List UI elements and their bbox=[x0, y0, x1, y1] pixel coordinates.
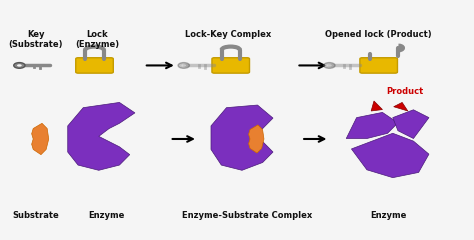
Text: Substrate: Substrate bbox=[12, 211, 59, 220]
Polygon shape bbox=[346, 112, 398, 138]
Text: Enzyme: Enzyme bbox=[370, 211, 406, 220]
Text: Enzyme: Enzyme bbox=[88, 211, 125, 220]
Circle shape bbox=[178, 63, 190, 68]
Polygon shape bbox=[371, 101, 383, 111]
FancyBboxPatch shape bbox=[360, 58, 398, 73]
Circle shape bbox=[324, 63, 335, 68]
Polygon shape bbox=[68, 102, 135, 170]
Text: Key
(Substrate): Key (Substrate) bbox=[9, 30, 63, 49]
Polygon shape bbox=[248, 125, 264, 153]
Polygon shape bbox=[393, 110, 429, 138]
Polygon shape bbox=[351, 133, 429, 178]
Text: Product: Product bbox=[386, 87, 423, 96]
FancyBboxPatch shape bbox=[212, 58, 249, 73]
Polygon shape bbox=[394, 102, 408, 111]
Polygon shape bbox=[32, 123, 49, 155]
Circle shape bbox=[182, 64, 186, 67]
Text: Lock
(Enzyme): Lock (Enzyme) bbox=[75, 30, 119, 49]
Circle shape bbox=[14, 63, 25, 68]
Text: Lock-Key Complex: Lock-Key Complex bbox=[185, 30, 272, 39]
Polygon shape bbox=[211, 105, 273, 170]
FancyBboxPatch shape bbox=[76, 58, 113, 73]
Circle shape bbox=[17, 64, 22, 67]
Circle shape bbox=[327, 64, 332, 67]
Text: Opened lock (Product): Opened lock (Product) bbox=[325, 30, 432, 39]
Text: Enzyme-Substrate Complex: Enzyme-Substrate Complex bbox=[182, 211, 312, 220]
